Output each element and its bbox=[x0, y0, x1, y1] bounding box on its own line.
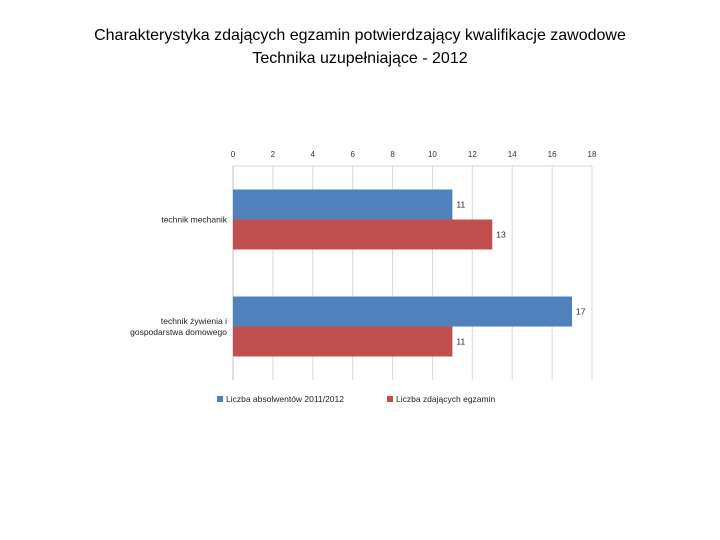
legend-label: Liczba zdających egzamin bbox=[396, 394, 495, 404]
bar bbox=[233, 296, 573, 327]
x-tick-label: 4 bbox=[311, 150, 316, 159]
x-tick-label: 10 bbox=[428, 150, 437, 159]
x-tick-label: 16 bbox=[548, 150, 557, 159]
category-labels: technik mechanik technik żywienia i gospod… bbox=[130, 215, 228, 338]
data-label: 11 bbox=[456, 337, 465, 347]
category-label: technik żywienia i gospodarstwa domowego bbox=[130, 316, 227, 337]
x-tick-label: 12 bbox=[468, 150, 477, 159]
data-label: 11 bbox=[456, 200, 465, 210]
legend-swatch bbox=[217, 396, 223, 402]
x-axis-tick-labels: 0 2 4 6 8 10 12 14 16 18 bbox=[231, 150, 597, 159]
x-tick-label: 14 bbox=[508, 150, 517, 159]
x-tick-label: 8 bbox=[390, 150, 395, 159]
bar bbox=[233, 189, 453, 220]
x-tick-label: 18 bbox=[588, 150, 597, 159]
x-tick-label: 6 bbox=[350, 150, 355, 159]
data-label: 13 bbox=[496, 230, 506, 240]
category-label: technik mechanik bbox=[161, 215, 227, 225]
legend-swatch bbox=[387, 396, 393, 402]
chart-title-line-2: Technika uzupełniające - 2012 bbox=[252, 50, 468, 67]
x-tick-label: 0 bbox=[231, 150, 236, 159]
x-tick-label: 2 bbox=[271, 150, 276, 159]
bars: 11 13 17 11 bbox=[233, 189, 586, 357]
chart-title-line-1: Charakterystyka zdających egzamin potwie… bbox=[94, 27, 626, 44]
legend-label: Liczba absolwentów 2011/2012 bbox=[226, 394, 344, 404]
legend: Liczba absolwentów 2011/2012 Liczba zdają… bbox=[217, 394, 495, 404]
bar bbox=[233, 219, 493, 250]
bar bbox=[233, 326, 453, 357]
data-label: 17 bbox=[576, 307, 586, 317]
